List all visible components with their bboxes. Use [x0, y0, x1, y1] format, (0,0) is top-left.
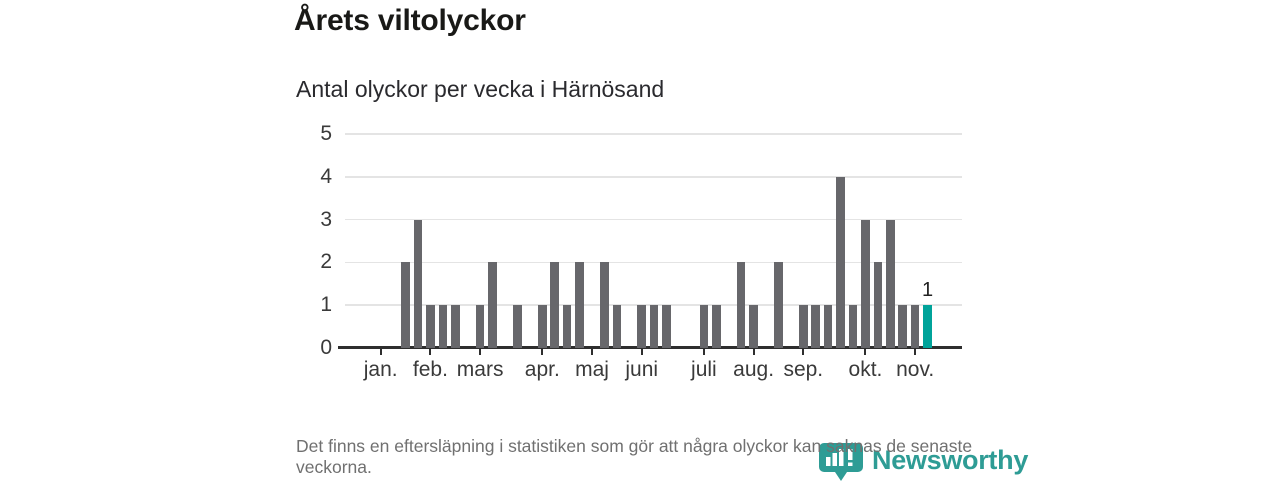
month-tick-okt — [864, 348, 867, 355]
bar-week-10 — [488, 262, 497, 348]
bar-week-17 — [575, 262, 584, 348]
month-tick-mars — [479, 348, 482, 355]
y-tick-label-4: 4 — [320, 164, 332, 188]
month-tick-juni — [640, 348, 643, 355]
chart-subtitle: Antal olyckor per vecka i Härnösand — [296, 76, 665, 102]
month-tick-maj — [591, 348, 593, 355]
month-label-feb: feb. — [412, 358, 448, 381]
bar-week-33 — [774, 262, 783, 348]
bar-chart-figure: 0 1 2 3 4 5 jan. feb. mars apr. maj juni juli aug. sep… — [320, 122, 962, 381]
bar-week-31 — [749, 305, 758, 348]
bar-week-4 — [413, 219, 423, 348]
plot-area: 0 1 2 3 4 5 jan. feb. mars apr. maj juni juli aug. sep… — [320, 122, 962, 381]
month-label-jan: jan. — [363, 358, 398, 381]
bar-week-12 — [513, 305, 522, 348]
y-tick-label-5: 5 — [320, 122, 332, 145]
bar-week-43 — [898, 305, 908, 348]
month-label-juni: juni — [625, 358, 659, 381]
newsworthy-wordmark: Newsworthy — [872, 445, 1029, 475]
bar-week-41 — [873, 262, 883, 348]
newsworthy-bubble-chart-icon — [819, 443, 863, 481]
bar-week-38 — [836, 176, 845, 348]
bar-week-16 — [562, 305, 572, 348]
bar-week-5 — [426, 305, 435, 348]
month-tick-aug — [752, 348, 755, 355]
month-label-mars: mars — [456, 358, 504, 381]
month-label-maj: maj — [575, 358, 609, 381]
month-label-apr: apr. — [524, 358, 560, 381]
bar-week-20 — [612, 305, 622, 348]
bar-week-44 — [910, 305, 920, 348]
month-tick-nov — [914, 348, 917, 355]
month-tick-apr — [541, 348, 544, 355]
y-tick-label-3: 3 — [320, 207, 332, 231]
bar-week-45 — [923, 305, 932, 348]
bar-week-9 — [475, 305, 485, 348]
highlight-bar-value-label: 1 — [922, 279, 934, 302]
bar-week-42 — [886, 219, 895, 348]
month-label-juli: juli — [691, 358, 717, 381]
gridline-5 — [345, 133, 962, 135]
month-label-aug: aug. — [733, 358, 775, 381]
month-label-sep: sep. — [783, 358, 824, 381]
bar-week-27 — [699, 305, 709, 348]
month-tick-feb — [429, 348, 432, 355]
bar-week-7 — [450, 305, 460, 348]
bar-week-15 — [550, 262, 559, 348]
newsworthy-logo: Newsworthy — [818, 442, 1028, 481]
bar-week-19 — [600, 262, 609, 348]
bar-week-6 — [438, 305, 448, 348]
y-tick-label-1: 1 — [320, 293, 332, 317]
bar-week-28 — [712, 305, 721, 348]
y-tick-label-2: 2 — [320, 250, 332, 274]
gridline-1 — [345, 304, 962, 306]
bar-week-22 — [637, 305, 647, 348]
bar-week-35 — [799, 305, 808, 348]
bar-week-24 — [662, 305, 671, 348]
footer-disclaimer: Det finns en eftersläpning i statistiken… — [296, 436, 973, 477]
gridline-4 — [345, 176, 962, 178]
bar-week-3 — [401, 262, 410, 348]
chart-title: Årets viltolyckor — [294, 4, 526, 37]
month-label-nov: nov. — [896, 358, 935, 381]
bar-week-30 — [736, 262, 746, 348]
bar-week-23 — [649, 305, 659, 348]
gridline-3 — [345, 218, 962, 221]
month-tick-jan — [379, 348, 382, 355]
month-tick-juli — [702, 348, 705, 355]
gridline-2 — [345, 261, 962, 264]
y-tick-label-0: 0 — [320, 336, 332, 359]
bar-week-14 — [537, 305, 547, 348]
month-tick-sep — [802, 348, 805, 355]
bar-week-36 — [811, 305, 821, 348]
bar-week-39 — [848, 305, 858, 348]
bar-week-37 — [823, 305, 833, 348]
bar-week-40 — [861, 219, 870, 348]
month-label-okt: okt. — [848, 358, 883, 381]
